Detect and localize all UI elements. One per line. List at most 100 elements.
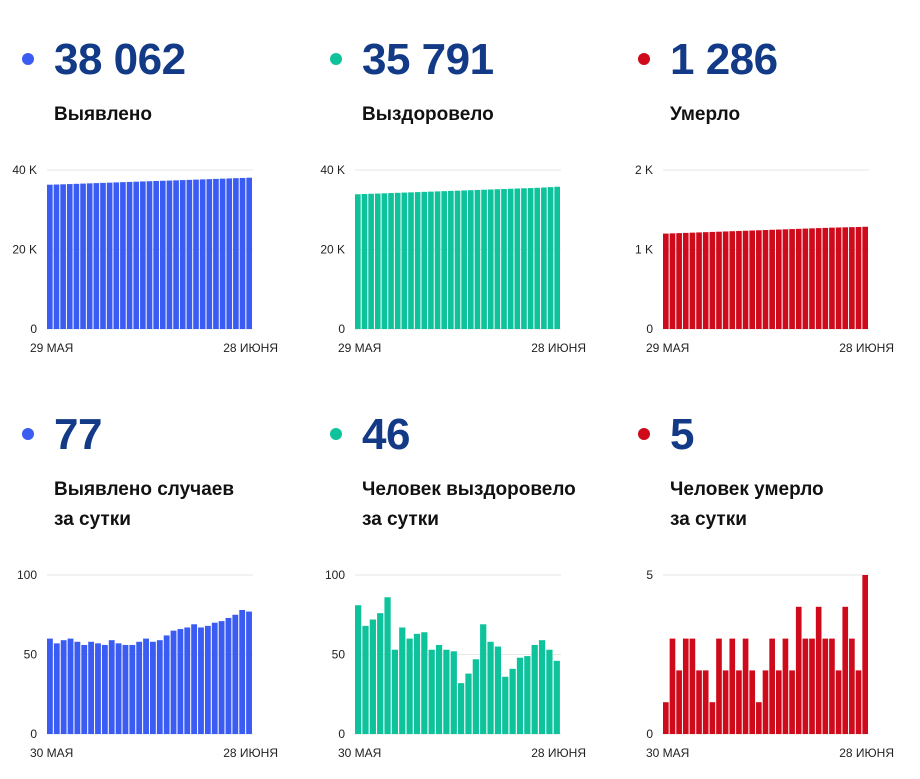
bar bbox=[179, 180, 186, 329]
bar bbox=[108, 640, 115, 734]
bar bbox=[213, 178, 219, 329]
bar bbox=[676, 233, 682, 329]
bar bbox=[534, 187, 541, 329]
headline-value: 46 bbox=[362, 410, 410, 459]
bar bbox=[842, 606, 849, 734]
panel-detected: 38 062 Выявлено 0 20 K 40 K 29 МАЯ 28 ИЮНЯ bbox=[12, 0, 322, 380]
bar bbox=[749, 670, 756, 734]
bar bbox=[541, 187, 547, 329]
bar bbox=[756, 230, 762, 329]
bar bbox=[538, 640, 546, 734]
bar bbox=[862, 575, 869, 734]
x-tick-label: 30 МАЯ bbox=[338, 746, 381, 760]
x-tick-label: 28 ИЮНЯ bbox=[531, 341, 586, 355]
bar bbox=[170, 630, 177, 734]
bar bbox=[736, 670, 742, 734]
bar bbox=[428, 649, 435, 734]
bar bbox=[408, 192, 414, 329]
bar bbox=[384, 597, 391, 734]
x-tick-label: 29 МАЯ bbox=[30, 341, 73, 355]
y-tick-label: 100 bbox=[325, 568, 345, 582]
metric-label-line: Выявлено случаев bbox=[54, 479, 235, 500]
panel-detected-daily: 77 Выявлено случаев за сутки 0 50 100 30 МАЯ 28… bbox=[17, 380, 322, 761]
bar bbox=[769, 229, 775, 329]
bar bbox=[855, 670, 862, 734]
y-tick-label: 20 K bbox=[320, 243, 345, 257]
metric-label: Умерло bbox=[670, 100, 740, 130]
bar bbox=[835, 670, 842, 734]
bar bbox=[421, 191, 428, 329]
bar bbox=[795, 606, 802, 734]
x-tick-label: 28 ИЮНЯ bbox=[223, 341, 278, 355]
bar bbox=[769, 638, 775, 734]
bar bbox=[443, 649, 450, 734]
headline-value: 1 286 bbox=[670, 35, 778, 84]
bar bbox=[60, 184, 66, 329]
y-tick-label: 0 bbox=[30, 727, 37, 741]
bar bbox=[742, 638, 749, 734]
metric-label: Выявлено bbox=[54, 100, 152, 130]
bar bbox=[450, 651, 457, 734]
bar bbox=[554, 186, 561, 329]
x-tick-label: 28 ИЮНЯ bbox=[531, 746, 586, 760]
bar bbox=[47, 184, 53, 329]
bar bbox=[822, 638, 829, 734]
bar bbox=[749, 230, 756, 329]
bar bbox=[115, 643, 122, 734]
bar bbox=[80, 183, 86, 329]
bar bbox=[211, 622, 218, 734]
bar bbox=[66, 184, 73, 329]
bar bbox=[729, 638, 736, 734]
bar bbox=[421, 632, 428, 734]
bar bbox=[809, 228, 815, 329]
bar bbox=[448, 190, 454, 329]
headline-value: 5 bbox=[670, 410, 694, 459]
y-tick-label: 0 bbox=[30, 322, 37, 336]
bar bbox=[736, 230, 742, 329]
bar bbox=[355, 194, 361, 329]
bar bbox=[709, 702, 716, 734]
metric-label: Человек умерло за сутки bbox=[670, 475, 824, 535]
bar bbox=[239, 177, 246, 329]
bar bbox=[126, 181, 133, 329]
bar bbox=[166, 180, 173, 329]
bar bbox=[232, 614, 239, 734]
bar bbox=[374, 193, 381, 329]
y-tick-label: 0 bbox=[338, 727, 345, 741]
bar bbox=[815, 228, 822, 329]
bar bbox=[480, 624, 487, 734]
legend-dot-icon bbox=[330, 428, 342, 440]
bar bbox=[381, 193, 388, 329]
bar bbox=[199, 179, 206, 329]
headline-value: 38 062 bbox=[54, 35, 186, 84]
bar bbox=[186, 179, 193, 329]
bar bbox=[368, 193, 374, 329]
bar-chart: 0 1 K 2 K 29 МАЯ 28 ИЮНЯ bbox=[635, 163, 894, 355]
metric-label-line: за сутки bbox=[54, 509, 131, 530]
bar-chart: 0 5 30 МАЯ 28 ИЮНЯ bbox=[646, 568, 894, 760]
bar bbox=[388, 193, 394, 329]
bar bbox=[696, 232, 702, 329]
bar bbox=[531, 644, 538, 734]
bar bbox=[546, 649, 553, 734]
legend-dot-icon bbox=[330, 53, 342, 65]
bar bbox=[514, 188, 521, 329]
bar bbox=[136, 641, 143, 734]
bar bbox=[226, 178, 233, 329]
bar bbox=[81, 644, 88, 734]
bar bbox=[193, 179, 199, 329]
bar bbox=[156, 640, 163, 734]
panel-deaths-daily: 5 Человек умерло за сутки 0 5 30 МАЯ 28 ИЮНЯ bbox=[638, 380, 920, 760]
bar bbox=[516, 657, 524, 734]
x-tick-label: 29 МАЯ bbox=[646, 341, 689, 355]
bar-chart: 0 50 100 30 МАЯ 28 ИЮНЯ bbox=[325, 568, 586, 760]
bar bbox=[802, 228, 809, 329]
bar bbox=[73, 183, 80, 329]
bar bbox=[88, 641, 95, 734]
bar bbox=[355, 605, 362, 734]
bar bbox=[86, 183, 93, 329]
bar bbox=[682, 638, 689, 734]
bar bbox=[775, 670, 782, 734]
bar bbox=[150, 641, 156, 734]
panel-recovered: 35 791 Выздоровело 0 20 K 40 K 29 МАЯ 28 ИЮНЯ bbox=[320, 0, 630, 380]
